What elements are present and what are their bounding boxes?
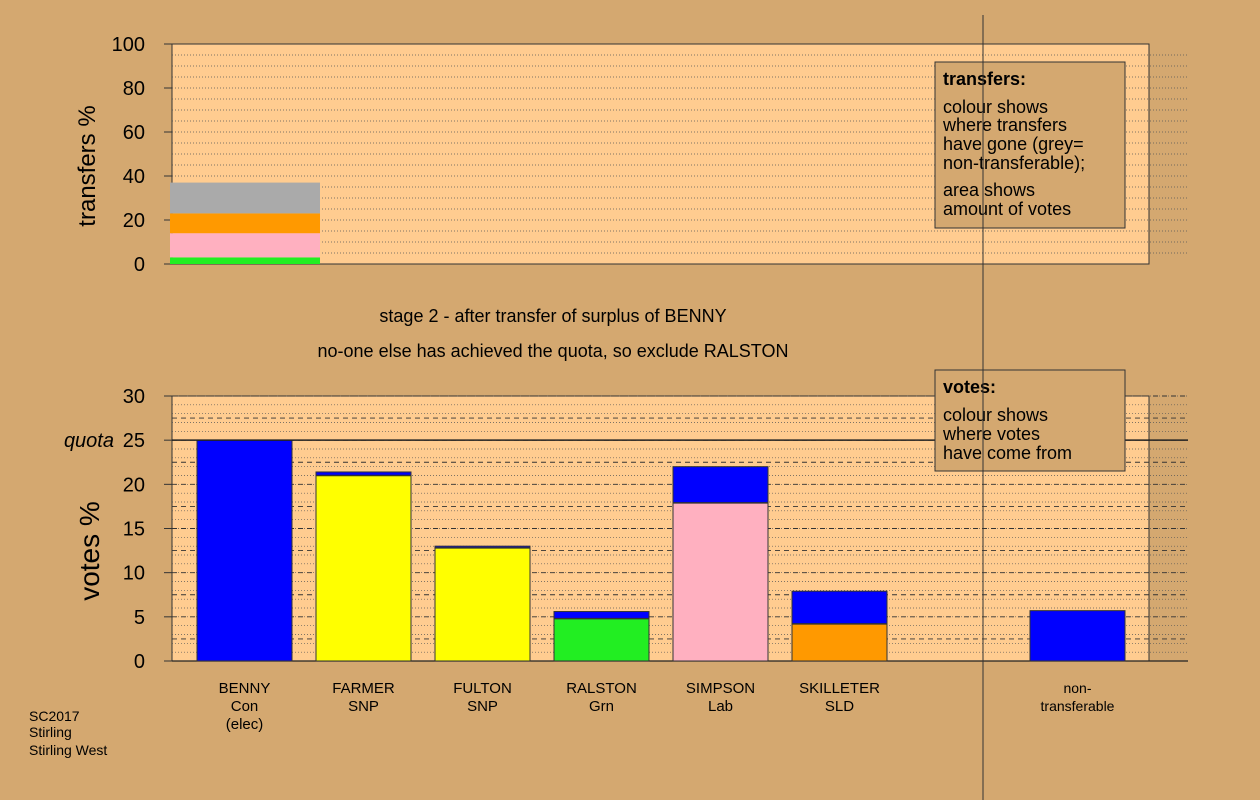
vote-segment <box>435 546 530 548</box>
x-category-label: SNP <box>348 698 379 715</box>
vote-segment <box>792 623 887 661</box>
transfers-y-tick-label: 20 <box>123 210 145 232</box>
votes-legend-line: have come from <box>943 443 1072 463</box>
x-category-label: BENNY <box>219 680 271 697</box>
vote-segment <box>673 466 768 503</box>
x-category-label: SNP <box>467 698 498 715</box>
transfers-y-axis-label: transfers % <box>74 105 101 226</box>
transfers-y-tick-label: 40 <box>123 166 145 188</box>
x-category-label: non- <box>1063 680 1091 696</box>
vote-segment <box>1030 610 1125 661</box>
vote-bar-outline <box>672 466 769 662</box>
quota-label: quota <box>64 430 114 452</box>
transfers-y-tick-label: 100 <box>112 34 145 56</box>
footer: SC2017 Stirling Stirling West <box>29 708 107 758</box>
transfers-legend-line: colour shows <box>943 97 1048 117</box>
transfers-legend-line: where transfers <box>942 115 1067 135</box>
footer-council: Stirling <box>29 724 72 740</box>
stage-description: stage 2 - after transfer of surplus of B… <box>379 306 726 326</box>
transfers-legend-line: have gone (grey= <box>943 134 1084 154</box>
votes-legend-line: colour shows <box>943 405 1048 425</box>
transfers-y-tick-label: 0 <box>134 254 145 276</box>
transfers-legend-title: transfers: <box>943 69 1026 89</box>
transfers-legend-line: non-transferable); <box>943 153 1085 173</box>
transfer-segment-non-transferable <box>170 182 320 214</box>
vote-bar-outline <box>1029 610 1126 662</box>
transfer-segment-skilleter <box>170 213 320 234</box>
x-category-label: RALSTON <box>566 680 637 697</box>
vote-segment <box>673 502 768 661</box>
vote-segment <box>554 618 649 661</box>
vote-bar-outline <box>553 611 650 662</box>
votes-y-tick-label: 25 <box>123 430 145 452</box>
vote-segment <box>197 440 292 661</box>
x-category-label: SLD <box>825 698 854 715</box>
votes-legend: votes: colour shows where votes have com… <box>934 369 1126 472</box>
x-category-label: FARMER <box>332 680 395 697</box>
transfers-legend-line: area shows <box>943 180 1035 200</box>
votes-x-axis: BENNYCon(elec)FARMERSNPFULTONSNPRALSTONG… <box>219 680 1115 733</box>
transfers-y-axis: 0 20 40 60 80 100 <box>112 34 172 276</box>
x-category-label: Lab <box>708 698 733 715</box>
votes-bars <box>196 439 1126 662</box>
transfer-segment-ralston <box>170 257 320 264</box>
vote-bar-outline <box>791 590 888 662</box>
vote-segment <box>792 591 887 624</box>
votes-y-tick-label: 10 <box>123 563 145 585</box>
transfer-segment-simpson <box>170 233 320 258</box>
vote-segment <box>316 475 411 661</box>
votes-y-axis: 0 5 10 15 20 25 30 <box>123 386 172 673</box>
votes-y-tick-label: 0 <box>134 651 145 673</box>
x-category-label: Con <box>231 698 259 715</box>
vote-bar-outline <box>315 471 412 662</box>
votes-y-tick-label: 15 <box>123 519 145 541</box>
votes-y-tick-label: 20 <box>123 474 145 496</box>
vote-bar-outline <box>434 545 531 662</box>
x-category-label: transferable <box>1041 698 1115 714</box>
stage-action: no-one else has achieved the quota, so e… <box>318 341 789 361</box>
transfers-y-tick-label: 60 <box>123 122 145 144</box>
votes-legend-line: where votes <box>942 424 1040 444</box>
footer-ward: Stirling West <box>29 742 107 758</box>
transfers-legend-line: amount of votes <box>943 199 1071 219</box>
vote-segment <box>435 547 530 661</box>
x-category-label: (elec) <box>226 716 264 733</box>
vote-segment <box>316 471 411 476</box>
x-category-label: SKILLETER <box>799 680 880 697</box>
x-category-label: SIMPSON <box>686 680 755 697</box>
votes-y-tick-label: 5 <box>134 607 145 629</box>
votes-legend-title: votes: <box>943 377 996 397</box>
x-category-label: FULTON <box>453 680 512 697</box>
footer-election: SC2017 <box>29 708 80 724</box>
transfers-bars <box>170 182 320 264</box>
transfers-y-tick-label: 80 <box>123 78 145 100</box>
votes-y-axis-label: votes % <box>74 501 105 601</box>
x-category-label: Grn <box>589 698 614 715</box>
vote-segment <box>554 611 649 619</box>
transfers-legend: transfers: colour shows where transfers … <box>934 61 1126 229</box>
votes-y-tick-label: 30 <box>123 386 145 408</box>
